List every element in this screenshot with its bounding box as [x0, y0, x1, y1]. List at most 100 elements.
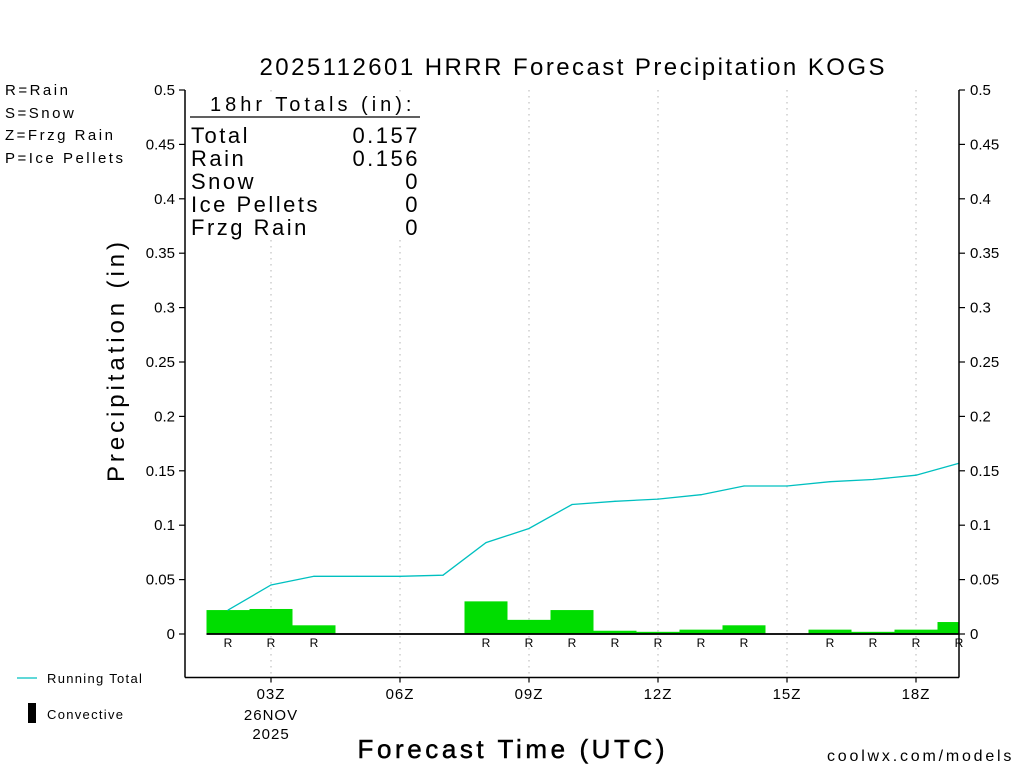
precip-bar	[206, 610, 250, 634]
y-tick-label-left: 0.35	[146, 245, 175, 262]
totals-label-rain: Rain	[191, 146, 246, 171]
y-tick-label-left: 0.45	[146, 136, 175, 153]
running-total-point	[614, 500, 616, 502]
totals-heading: 18hr Totals (in):	[210, 94, 415, 116]
y-tick-label-right: 0.4	[970, 191, 991, 208]
hourly-precip-bars	[206, 601, 959, 634]
x-tick-label: 18Z	[902, 686, 931, 703]
series-legend: Running Total Convective	[17, 671, 143, 723]
precip-type-label: R	[568, 636, 577, 650]
y-tick-label-right: 0.2	[970, 408, 991, 425]
precip-bar	[464, 601, 508, 634]
convective-bar	[722, 633, 766, 635]
convective-bar	[550, 633, 594, 635]
running-total-point	[657, 498, 659, 500]
legend-freezing-rain: Z=Frzg Rain	[5, 127, 115, 144]
running-total-point	[571, 503, 573, 506]
y-tick-label-left: 0.3	[154, 300, 175, 317]
y-tick-label-left: 0.25	[146, 354, 175, 371]
totals-value-total: 0.157	[352, 123, 420, 148]
y-tick-label-right: 0.15	[970, 463, 999, 480]
precip-type-label: R	[826, 636, 835, 650]
running-total-point	[915, 474, 917, 476]
x-tick-label: 12Z	[644, 686, 673, 703]
convective-bar	[206, 633, 250, 635]
convective-bar	[679, 633, 723, 635]
x-tick-label: 03Z	[257, 686, 286, 703]
running-total-legend-label: Running Total	[47, 671, 143, 686]
running-total-point	[270, 584, 272, 586]
convective-bar	[421, 633, 465, 635]
running-total-point	[227, 609, 229, 611]
precip-bar	[593, 630, 637, 634]
running-total-point	[485, 542, 487, 544]
precip-type-label: R	[482, 636, 491, 650]
x-tick-label: 15Z	[773, 686, 802, 703]
precip-bar	[292, 625, 336, 634]
y-axis-label: Precipitation (in)	[103, 242, 130, 482]
running-total-line	[227, 462, 960, 611]
y-tick-label-left: 0	[167, 626, 175, 643]
x-date-label-year: 2025	[252, 726, 289, 743]
convective-bar	[378, 633, 422, 635]
precip-bar	[894, 629, 938, 634]
convective-bars	[206, 633, 959, 635]
x-tick-label: 09Z	[515, 686, 544, 703]
convective-bar	[937, 633, 959, 635]
legend-snow: S=Snow	[5, 105, 76, 122]
convective-legend-swatch	[28, 703, 36, 723]
running-total-point	[700, 494, 702, 496]
convective-bar	[808, 633, 852, 635]
precip-bar	[636, 631, 680, 634]
precip-bar	[507, 619, 551, 634]
totals-label-freezing-rain: Frzg Rain	[191, 215, 309, 240]
precip-type-label: R	[224, 636, 233, 650]
precip-type-label: R	[869, 636, 878, 650]
y-tick-label-right: 0.45	[970, 136, 999, 153]
convective-legend-label: Convective	[47, 707, 124, 722]
running-total-point	[399, 575, 401, 577]
totals-value-freezing-rain: 0	[405, 215, 420, 240]
totals-value-rain: 0.156	[352, 146, 420, 171]
running-total-point	[442, 574, 444, 576]
precip-type-legend: R=Rain S=Snow Z=Frzg Rain P=Ice Pellets	[5, 82, 123, 167]
totals-box: 18hr Totals (in): Total 0.157 Rain 0.156…	[187, 92, 425, 240]
convective-bar	[636, 633, 680, 635]
precip-type-label: R	[654, 636, 663, 650]
y-axis-ticks: 0 00.05 0.050.1 0.10.15 0.150.2 0.20.25 0.250.…	[146, 82, 999, 643]
totals-value-snow: 0	[405, 169, 420, 194]
y-tick-label-right: 0.35	[970, 245, 999, 262]
running-total-point	[872, 478, 874, 481]
convective-bar	[464, 633, 508, 635]
running-total-point	[528, 527, 530, 530]
convective-bar	[851, 633, 895, 635]
precip-bar	[679, 629, 723, 634]
running-total-point	[786, 485, 788, 487]
totals-value-ice-pellets: 0	[405, 192, 420, 217]
running-total-point	[313, 575, 315, 577]
y-tick-label-right: 0.5	[970, 82, 991, 99]
precip-type-label: R	[697, 636, 706, 650]
precip-type-label: R	[525, 636, 534, 650]
x-axis-ticks: 03Z 06Z 09Z 12Z 15Z 18Z 26NOV 2025	[244, 677, 931, 743]
x-tick-label: 06Z	[386, 686, 415, 703]
chart-title: 2025112601 HRRR Forecast Precipitation K…	[260, 54, 885, 81]
y-tick-label-left: 0.5	[154, 82, 175, 99]
y-tick-label-left: 0.15	[146, 463, 175, 480]
convective-bar	[292, 633, 336, 635]
running-total-point	[829, 481, 831, 483]
precip-bar	[249, 608, 293, 634]
y-tick-label-right: 0.25	[970, 354, 999, 371]
y-tick-label-right: 0	[970, 626, 978, 643]
precip-type-label: R	[611, 636, 620, 650]
legend-rain: R=Rain	[5, 82, 70, 99]
convective-bar	[507, 633, 551, 635]
y-tick-label-left: 0.4	[154, 191, 175, 208]
totals-label-total: Total	[191, 123, 250, 148]
precip-bar	[851, 631, 895, 634]
running-total-point	[743, 485, 745, 487]
running-total-point	[356, 575, 358, 577]
convective-bar	[249, 633, 293, 635]
totals-background	[187, 92, 425, 238]
precip-type-label: R	[310, 636, 319, 650]
